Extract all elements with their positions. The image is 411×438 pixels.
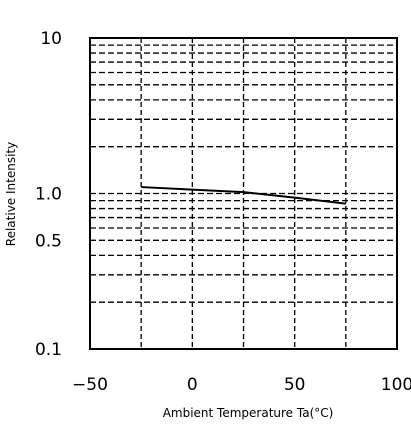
y-tick-label-1: 1.0 [35,185,62,205]
x-tick-label-2: 50 [284,375,306,395]
x-axis-title: Ambient Temperature Ta(°C) [163,406,334,420]
grid [90,37,397,349]
y-tick-label-3: 0.1 [35,340,62,360]
y-tick-label-0: 10 [40,29,62,49]
x-tick-label-1: 0 [187,375,198,395]
plot-frame [89,37,398,350]
y-axis-title: Relative Intensity [4,142,18,246]
y-tick-label-2: 0.5 [35,231,62,251]
y-tick-labels: 10 1.0 0.5 0.1 [35,29,62,360]
x-tick-labels: −50 0 50 100 [72,375,411,395]
x-tick-label-0: −50 [72,375,108,395]
series-layer [141,186,346,205]
x-tick-label-3: 100 [381,375,411,395]
series-line-0 [141,186,346,205]
